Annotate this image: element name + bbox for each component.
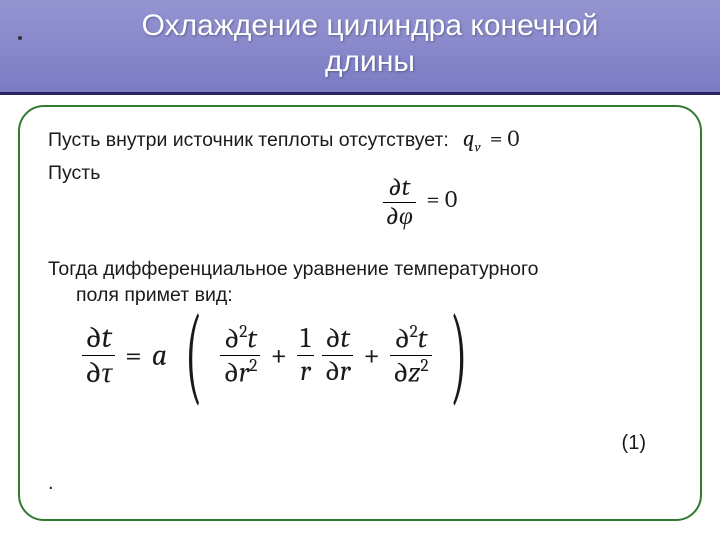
assumption-2-text: Пусть xyxy=(48,162,100,185)
title-bullet xyxy=(18,36,22,40)
equation-number: (1) xyxy=(622,432,646,455)
eq-dtdphi: ∂t ∂φ = 0 xyxy=(168,175,672,231)
assumption-1: Пусть внутри источник теплоты отсутствуе… xyxy=(48,125,672,156)
content-panel: Пусть внутри источник теплоты отсутствуе… xyxy=(18,105,702,521)
title-line-2: длины xyxy=(325,45,415,78)
trailing-dot: . xyxy=(48,472,54,495)
slide-title: Охлаждение цилиндра конечной длины xyxy=(0,0,720,92)
title-line-1: Охлаждение цилиндра конечной xyxy=(142,9,599,42)
eq-qv: qv = 0 xyxy=(463,125,520,156)
assumption-1-text: Пусть внутри источник теплоты отсутствуе… xyxy=(48,129,449,152)
eq-main: ∂t ∂τ = a ( ∂2t ∂r2 + 1 r ∂t ∂r xyxy=(82,322,672,388)
consequence-text: Тогда дифференциальное уравнение темпера… xyxy=(48,256,672,308)
